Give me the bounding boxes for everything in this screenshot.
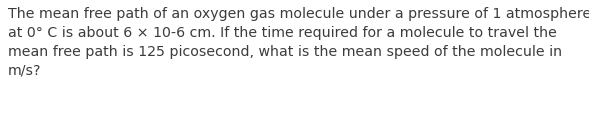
Text: at 0° C is about 6 × 10-6 cm. If the time required for a molecule to travel the: at 0° C is about 6 × 10-6 cm. If the tim… bbox=[8, 26, 557, 40]
Text: The mean free path of an oxygen gas molecule under a pressure of 1 atmosphere: The mean free path of an oxygen gas mole… bbox=[8, 7, 589, 21]
Text: mean free path is 125 picosecond, what is the mean speed of the molecule in: mean free path is 125 picosecond, what i… bbox=[8, 45, 562, 59]
Text: m/s?: m/s? bbox=[8, 64, 41, 78]
